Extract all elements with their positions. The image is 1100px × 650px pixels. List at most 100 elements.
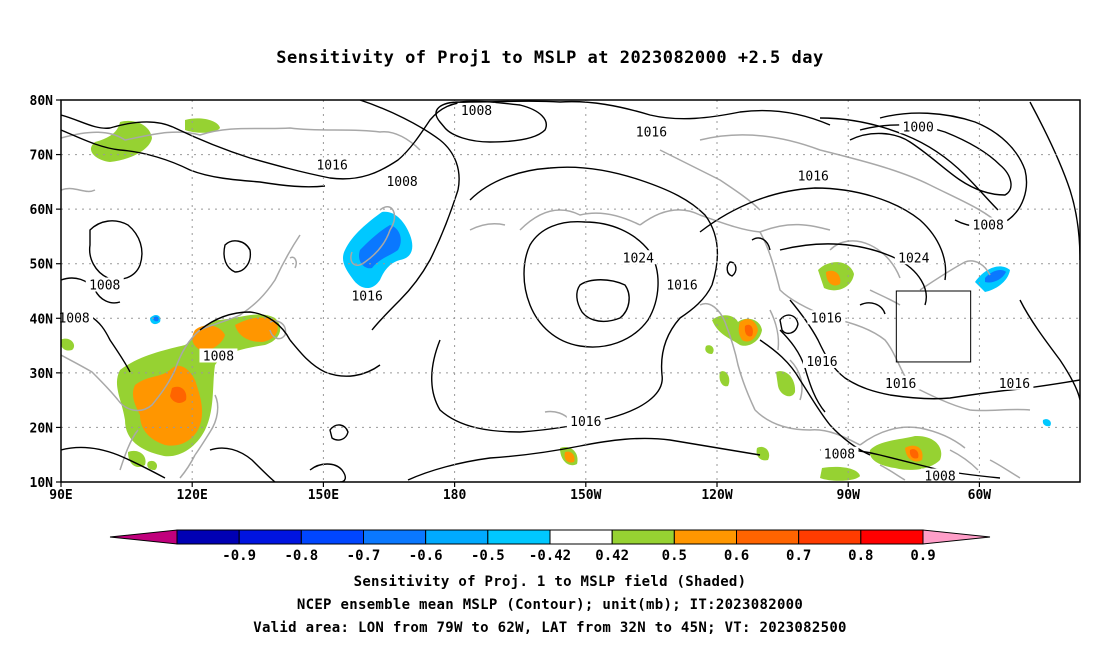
colorbar-swatch bbox=[238, 529, 302, 545]
colorbar-min-triangle bbox=[109, 529, 178, 545]
contour-label: 1016 bbox=[348, 288, 387, 304]
coastlines bbox=[61, 127, 1031, 481]
colorbar-label: 0.42 bbox=[595, 548, 629, 564]
contour-label: 1008 bbox=[969, 217, 1008, 234]
contour-label: 1000 bbox=[899, 119, 938, 135]
contour-label-text: 1008 bbox=[58, 311, 89, 326]
contour-label-text: 1016 bbox=[636, 126, 667, 141]
footer-line-2: NCEP ensemble mean MSLP (Contour); unit(… bbox=[296, 597, 804, 613]
colorbar-label: 0.8 bbox=[848, 548, 873, 564]
contour-label-text: 1016 bbox=[570, 415, 601, 430]
contour-label-text: 1008 bbox=[973, 219, 1004, 234]
lat-label: 60N bbox=[30, 203, 54, 218]
contour-label-bg bbox=[995, 375, 1034, 390]
contour-label: 1024 bbox=[894, 250, 933, 266]
contour-label-text: 1008 bbox=[386, 175, 417, 190]
lat-label: 50N bbox=[30, 258, 54, 273]
contour-label-text: 1016 bbox=[351, 289, 382, 304]
colorbar-swatch bbox=[673, 529, 737, 545]
colorbar-label: 0.7 bbox=[786, 548, 811, 564]
contour-label-bg bbox=[794, 168, 833, 183]
contour-label-text: 1016 bbox=[666, 279, 697, 294]
lon-label: 150W bbox=[570, 488, 601, 503]
contour-label-bg bbox=[55, 310, 94, 325]
colorbar-swatch bbox=[860, 529, 924, 545]
colorbar-label: 0.9 bbox=[910, 548, 935, 564]
colorbar-label: -0.8 bbox=[284, 548, 318, 564]
contour-label-bg bbox=[969, 217, 1008, 232]
contour-label-bg bbox=[313, 157, 352, 172]
contour-label: 1016 bbox=[313, 157, 352, 173]
footer-line-1: Sensitivity of Proj. 1 to MSLP field (Sh… bbox=[353, 574, 747, 590]
contour-label: 1008 bbox=[457, 102, 496, 119]
negative-sensitivity-medium bbox=[153, 225, 1006, 322]
contour-label: 1024 bbox=[619, 250, 658, 266]
lon-label: 90E bbox=[49, 488, 72, 503]
contour-label-text: 1016 bbox=[811, 311, 842, 326]
contour-label: 1016 bbox=[881, 375, 920, 392]
contour-label-text: 1000 bbox=[903, 120, 934, 135]
colorbar-swatch bbox=[736, 529, 800, 545]
contour-label-bg bbox=[807, 310, 846, 325]
contour-label: 1016 bbox=[995, 375, 1034, 392]
contour-label-bg bbox=[899, 119, 938, 134]
colorbar-swatch bbox=[611, 529, 675, 545]
contour-label-bg bbox=[457, 102, 496, 117]
colorbar-max-triangle bbox=[922, 529, 991, 545]
lat-label: 30N bbox=[30, 367, 54, 382]
contour-label-bg bbox=[383, 173, 422, 188]
contour-label: 1016 bbox=[566, 413, 605, 430]
positive-sensitivity-strong bbox=[170, 324, 919, 459]
lon-label: 90W bbox=[836, 488, 860, 503]
colorbar-swatch bbox=[425, 529, 489, 545]
contour-label: 1008 bbox=[820, 446, 859, 463]
contour-label-bg bbox=[921, 468, 960, 483]
contour-label-text: 1008 bbox=[203, 349, 234, 364]
contour-label-bg bbox=[619, 250, 658, 265]
colorbar-swatch bbox=[487, 529, 551, 545]
contour-label-text: 1016 bbox=[798, 169, 829, 184]
colorbar-label: -0.7 bbox=[347, 548, 381, 564]
colorbar-swatch bbox=[176, 529, 240, 545]
contour-label: 1016 bbox=[663, 277, 702, 294]
contour-label-text: 1016 bbox=[316, 158, 347, 173]
lon-label: 180 bbox=[443, 488, 467, 503]
colorbar-label: 0.6 bbox=[724, 548, 749, 564]
contour-label-bg bbox=[85, 277, 124, 292]
contour-label: 1016 bbox=[807, 310, 846, 326]
contour-label-text: 1024 bbox=[623, 251, 654, 266]
contour-label-text: 1008 bbox=[461, 104, 492, 119]
footer-line-3: Valid area: LON from 79W to 62W, LAT fro… bbox=[253, 620, 847, 636]
contour-label-text: 1016 bbox=[999, 377, 1030, 392]
contour-label-bg bbox=[881, 375, 920, 390]
contour-label: 1016 bbox=[794, 168, 833, 184]
lat-label: 80N bbox=[30, 94, 54, 109]
contour-label-text: 1008 bbox=[924, 470, 955, 485]
map-frame bbox=[60, 99, 1081, 483]
lon-label: 120E bbox=[177, 488, 208, 503]
contour-label-bg bbox=[566, 413, 605, 428]
lon-label: 150E bbox=[308, 488, 339, 503]
contour-label-bg bbox=[820, 446, 859, 461]
contour-label-bg bbox=[894, 250, 933, 265]
contour-label-text: 1024 bbox=[898, 251, 929, 266]
contour-label-bg bbox=[632, 124, 671, 139]
colorbar-swatch bbox=[300, 529, 365, 545]
colorbar-swatch bbox=[798, 529, 862, 545]
colorbar: -0.9 -0.8 -0.7 -0.6 -0.5 -0.42 0.42 0.5 0.6 0.7 0.… bbox=[109, 529, 991, 564]
contour-label: 1008 bbox=[85, 277, 124, 294]
lon-label: 60W bbox=[968, 488, 992, 503]
contour-label: 1008 bbox=[199, 348, 238, 364]
lat-label: 10N bbox=[30, 476, 54, 491]
lon-label: 120W bbox=[701, 488, 732, 503]
contour-label: 1008 bbox=[55, 310, 94, 326]
colorbar-label: -0.42 bbox=[529, 548, 571, 564]
contour-label-bg bbox=[663, 277, 702, 292]
valid-area-box bbox=[895, 290, 972, 363]
contour-label-text: 1016 bbox=[806, 355, 837, 370]
contour-label: 1008 bbox=[921, 468, 960, 485]
sensitivity-shading bbox=[61, 118, 1051, 481]
contour-labels: 1008 1016 1008 1008 1016 1016 1000 1008 1024 1016… bbox=[55, 102, 1034, 485]
negative-sensitivity-weak bbox=[150, 211, 1051, 427]
